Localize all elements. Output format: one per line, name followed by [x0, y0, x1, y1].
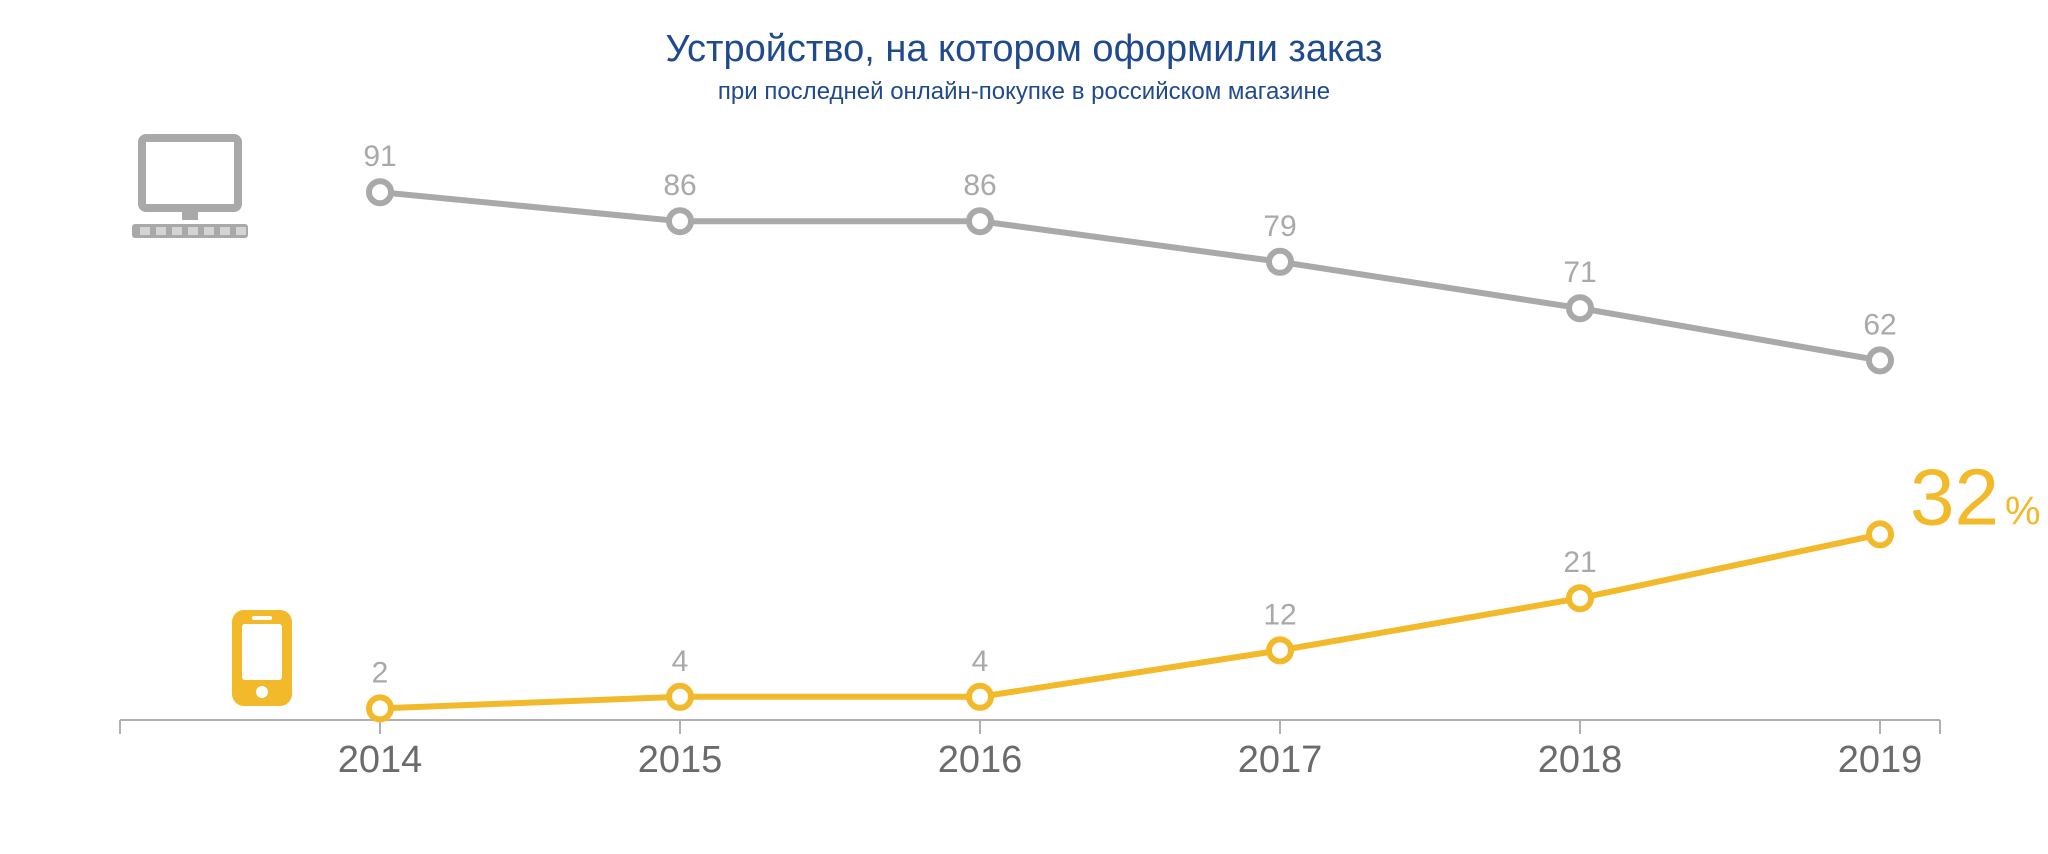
series-value-label: 86	[663, 169, 696, 202]
series-marker-desktop	[1569, 297, 1591, 319]
series-marker-mobile	[969, 686, 991, 708]
x-axis-label: 2018	[1538, 739, 1623, 781]
series-marker-desktop	[1869, 349, 1891, 371]
series-value-label: 12	[1263, 598, 1296, 631]
series-value-label: 79	[1263, 210, 1296, 243]
series-marker-desktop	[969, 210, 991, 232]
x-axis-label: 2017	[1238, 739, 1323, 781]
final-highlight-label: 32%	[1910, 452, 2041, 541]
chart-title: Устройство, на котором оформили заказ	[0, 28, 2048, 71]
series-value-label: 71	[1563, 256, 1596, 289]
series-line-desktop	[380, 192, 1880, 360]
series-value-label: 86	[963, 169, 996, 202]
series-value-label: 21	[1563, 546, 1596, 579]
series-marker-mobile	[669, 686, 691, 708]
series-marker-mobile	[1569, 587, 1591, 609]
series-value-label: 4	[972, 645, 989, 678]
series-value-label: 2	[372, 656, 389, 689]
series-marker-mobile	[1269, 639, 1291, 661]
mobile-icon	[232, 610, 292, 706]
series-marker-mobile	[1869, 523, 1891, 545]
x-axis-label: 2019	[1838, 739, 1923, 781]
x-axis-label: 2015	[638, 739, 723, 781]
desktop-icon	[132, 138, 248, 238]
series-marker-desktop	[369, 181, 391, 203]
series-line-mobile	[380, 534, 1880, 708]
series-marker-desktop	[669, 210, 691, 232]
series-marker-desktop	[1269, 251, 1291, 273]
chart-container: Устройство, на котором оформили заказ пр…	[0, 0, 2048, 854]
chart-subtitle: при последней онлайн-покупке в российско…	[0, 78, 2048, 106]
series-value-label: 91	[363, 140, 396, 173]
x-axis-label: 2014	[338, 739, 423, 781]
series-value-label: 4	[672, 645, 689, 678]
chart-svg: 2014 2015 2016 2017 2018 2019 91 86 86 79 71 62 2 4 4 1…	[0, 0, 2048, 854]
series-marker-mobile	[369, 697, 391, 719]
series-value-label: 62	[1863, 308, 1896, 341]
x-axis-label: 2016	[938, 739, 1023, 781]
